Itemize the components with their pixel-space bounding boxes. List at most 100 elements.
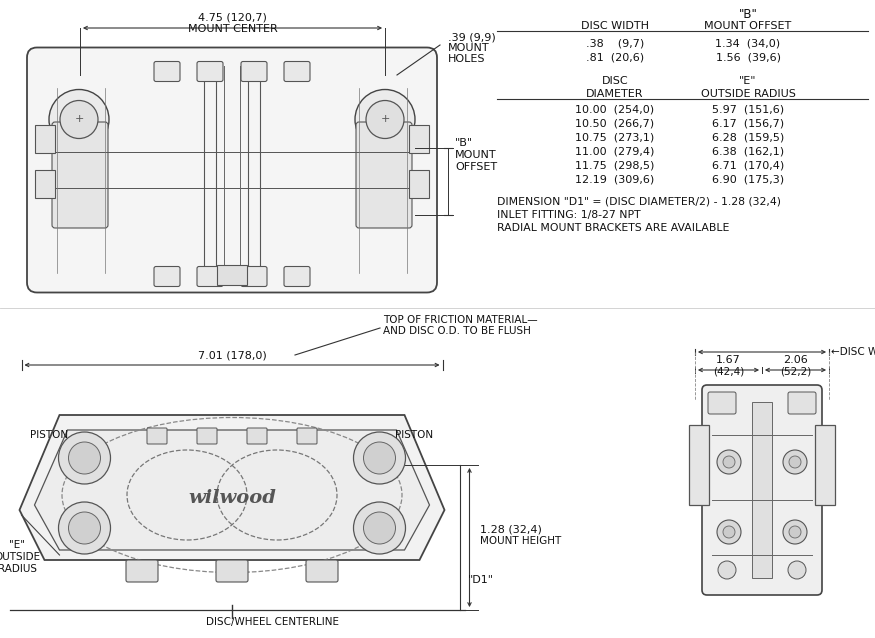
Circle shape	[366, 101, 404, 138]
FancyBboxPatch shape	[788, 392, 816, 414]
FancyBboxPatch shape	[247, 428, 267, 444]
Text: MOUNT: MOUNT	[448, 43, 490, 53]
Circle shape	[783, 520, 807, 544]
Circle shape	[783, 450, 807, 474]
Polygon shape	[19, 415, 444, 560]
Circle shape	[60, 101, 98, 138]
Text: 6.90  (175,3): 6.90 (175,3)	[712, 175, 784, 185]
Bar	[752, 402, 772, 578]
Circle shape	[49, 89, 109, 149]
Circle shape	[355, 89, 415, 149]
Text: 10.75  (273,1): 10.75 (273,1)	[576, 133, 654, 143]
Text: 5.97  (151,6): 5.97 (151,6)	[712, 105, 784, 115]
Text: RADIUS: RADIUS	[0, 564, 37, 574]
FancyBboxPatch shape	[284, 61, 310, 82]
Text: RADIAL MOUNT BRACKETS ARE AVAILABLE: RADIAL MOUNT BRACKETS ARE AVAILABLE	[497, 223, 730, 233]
Text: PISTON: PISTON	[396, 430, 434, 440]
Text: DIMENSION "D1" = (DISC DIAMETER/2) - 1.28 (32,4): DIMENSION "D1" = (DISC DIAMETER/2) - 1.2…	[497, 197, 781, 207]
FancyBboxPatch shape	[52, 122, 108, 228]
Circle shape	[354, 502, 405, 554]
Text: DISC/WHEEL CENTERLINE: DISC/WHEEL CENTERLINE	[206, 617, 339, 627]
Text: ←DISC WIDTH: ←DISC WIDTH	[831, 347, 875, 357]
Text: 10.00  (254,0): 10.00 (254,0)	[576, 105, 654, 115]
Text: AND DISC O.D. TO BE FLUSH: AND DISC O.D. TO BE FLUSH	[383, 326, 531, 336]
Text: MOUNT CENTER: MOUNT CENTER	[187, 24, 277, 34]
Circle shape	[718, 561, 736, 579]
Circle shape	[354, 432, 405, 484]
FancyBboxPatch shape	[297, 428, 317, 444]
Text: 6.71  (170,4): 6.71 (170,4)	[712, 161, 784, 171]
FancyBboxPatch shape	[306, 560, 338, 582]
Text: +: +	[381, 114, 389, 124]
Bar	[409, 125, 429, 153]
Text: .81  (20,6): .81 (20,6)	[586, 52, 644, 62]
Circle shape	[59, 502, 110, 554]
Text: +: +	[74, 114, 84, 124]
Circle shape	[723, 456, 735, 468]
FancyBboxPatch shape	[708, 392, 736, 414]
Text: 6.28  (159,5): 6.28 (159,5)	[712, 133, 784, 143]
Text: OUTSIDE RADIUS: OUTSIDE RADIUS	[701, 89, 795, 99]
Text: DISC WIDTH: DISC WIDTH	[581, 21, 649, 31]
Bar	[217, 265, 247, 285]
Text: 12.19  (309,6): 12.19 (309,6)	[576, 175, 654, 185]
Circle shape	[68, 442, 101, 474]
Text: 1.28 (32,4): 1.28 (32,4)	[480, 524, 542, 535]
Circle shape	[59, 432, 110, 484]
Bar	[35, 125, 55, 153]
Text: 11.75  (298,5): 11.75 (298,5)	[576, 161, 654, 171]
Text: DISC: DISC	[602, 76, 628, 86]
FancyBboxPatch shape	[154, 61, 180, 82]
FancyBboxPatch shape	[197, 267, 223, 286]
Text: "D1": "D1"	[467, 575, 493, 585]
FancyBboxPatch shape	[216, 560, 248, 582]
Text: MOUNT: MOUNT	[455, 150, 497, 160]
FancyBboxPatch shape	[702, 385, 822, 595]
Text: 4.75 (120,7): 4.75 (120,7)	[198, 12, 267, 22]
Text: "E": "E"	[739, 76, 757, 86]
Text: PISTON: PISTON	[31, 430, 68, 440]
Text: 1.34  (34,0): 1.34 (34,0)	[716, 38, 780, 48]
Text: 10.50  (266,7): 10.50 (266,7)	[576, 119, 654, 129]
Text: (52,2): (52,2)	[780, 366, 811, 376]
Text: TOP OF FRICTION MATERIAL—: TOP OF FRICTION MATERIAL—	[383, 315, 537, 325]
Bar	[689, 425, 709, 505]
Bar	[815, 425, 835, 505]
FancyBboxPatch shape	[147, 428, 167, 444]
Text: .38    (9,7): .38 (9,7)	[586, 38, 644, 48]
Text: 7.01 (178,0): 7.01 (178,0)	[198, 351, 266, 361]
Text: (42,4): (42,4)	[713, 366, 744, 376]
Text: HOLES: HOLES	[448, 54, 486, 64]
Text: 2.06: 2.06	[783, 355, 808, 365]
Text: OFFSET: OFFSET	[455, 162, 497, 172]
FancyBboxPatch shape	[356, 122, 412, 228]
Text: .39 (9,9): .39 (9,9)	[448, 32, 496, 42]
Circle shape	[363, 512, 396, 544]
Text: 1.56  (39,6): 1.56 (39,6)	[716, 52, 780, 62]
Circle shape	[717, 450, 741, 474]
Circle shape	[717, 520, 741, 544]
Text: 11.00  (279,4): 11.00 (279,4)	[576, 147, 654, 157]
Bar	[35, 170, 55, 198]
FancyBboxPatch shape	[241, 61, 267, 82]
Circle shape	[723, 526, 735, 538]
Text: 6.17  (156,7): 6.17 (156,7)	[712, 119, 784, 129]
Circle shape	[789, 456, 801, 468]
Text: DIAMETER: DIAMETER	[586, 89, 644, 99]
Text: wilwood: wilwood	[188, 489, 276, 507]
Text: INLET FITTING: 1/8-27 NPT: INLET FITTING: 1/8-27 NPT	[497, 210, 640, 220]
Text: MOUNT OFFSET: MOUNT OFFSET	[704, 21, 792, 31]
Circle shape	[68, 512, 101, 544]
Text: "B": "B"	[455, 138, 473, 148]
Circle shape	[789, 526, 801, 538]
Bar	[409, 170, 429, 198]
Circle shape	[363, 442, 396, 474]
FancyBboxPatch shape	[197, 61, 223, 82]
FancyBboxPatch shape	[27, 47, 437, 292]
Text: MOUNT HEIGHT: MOUNT HEIGHT	[480, 537, 561, 547]
Text: 1.67: 1.67	[716, 355, 741, 365]
FancyBboxPatch shape	[126, 560, 158, 582]
Text: OUTSIDE: OUTSIDE	[0, 552, 40, 562]
FancyBboxPatch shape	[241, 267, 267, 286]
Text: "E": "E"	[10, 540, 25, 550]
